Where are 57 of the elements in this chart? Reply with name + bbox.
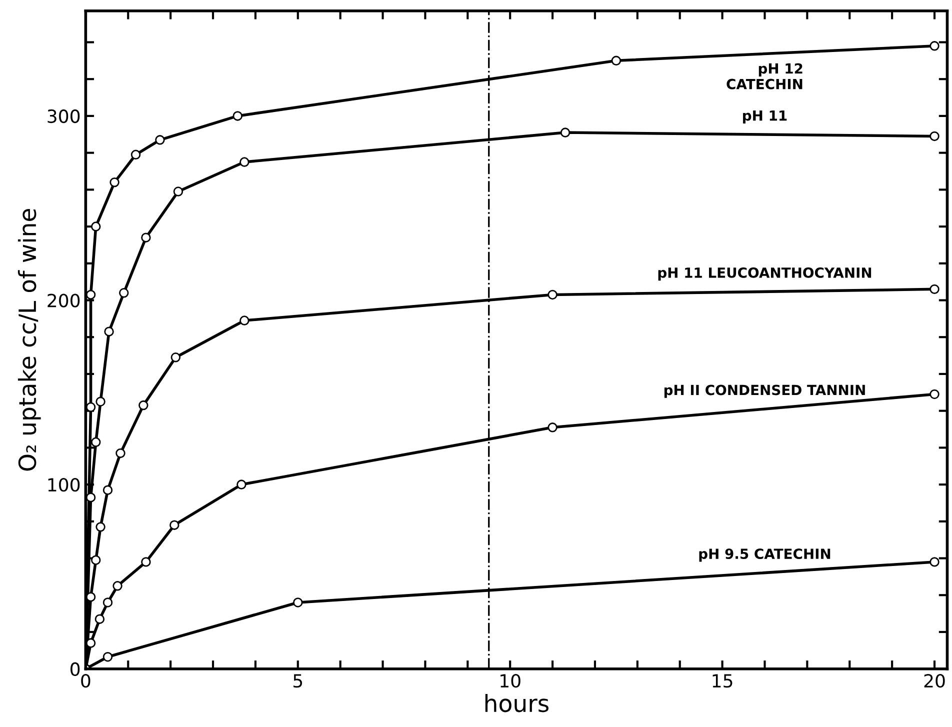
point: [91, 555, 101, 565]
y-tick-label: 0: [70, 662, 80, 676]
point: [86, 592, 96, 602]
x-tick-label: 0: [81, 674, 90, 688]
point: [141, 557, 151, 567]
point: [102, 652, 113, 662]
point: [96, 396, 106, 406]
point: [548, 290, 558, 300]
point: [116, 448, 126, 458]
point: [102, 485, 113, 495]
y-tick-label: 100: [48, 478, 80, 492]
point: [548, 422, 558, 432]
y-axis-title: O₂ uptake cc/L of wine: [18, 208, 41, 471]
point: [104, 326, 114, 336]
series-label: pH 11 LEUCOANTHOCYANIN: [658, 267, 872, 281]
point: [112, 581, 122, 591]
point: [86, 638, 96, 648]
point: [560, 128, 570, 138]
point: [110, 177, 120, 188]
x-tick-label: 20: [924, 674, 945, 688]
x-axis-title: hours: [485, 694, 548, 712]
point: [170, 520, 180, 530]
point: [94, 614, 105, 624]
point: [930, 557, 940, 567]
point: [240, 157, 250, 167]
point: [293, 598, 303, 608]
point: [155, 135, 165, 145]
x-tick-label: 15: [712, 674, 732, 688]
point: [236, 480, 246, 490]
point: [119, 288, 129, 298]
point: [173, 186, 184, 196]
point: [91, 437, 101, 448]
point: [930, 389, 940, 400]
point: [86, 402, 96, 412]
series-label: pH 11: [743, 110, 787, 124]
series-label: pH 12 CATECHIN: [726, 63, 802, 90]
point: [930, 131, 940, 142]
point: [86, 492, 96, 502]
point: [138, 400, 148, 410]
point: [240, 316, 250, 326]
point: [232, 111, 242, 121]
point: [611, 56, 622, 66]
point: [930, 41, 940, 51]
series-label: pH 9.5 CATECHIN: [699, 548, 830, 562]
x-tick-label: 5: [294, 674, 302, 688]
point: [96, 522, 106, 532]
x-tick-label: 10: [500, 674, 520, 688]
point: [102, 598, 113, 608]
point: [86, 290, 96, 300]
point: [141, 232, 151, 242]
point: [930, 284, 940, 294]
point: [91, 222, 101, 232]
point: [170, 352, 181, 362]
y-tick-label: 300: [48, 109, 80, 124]
point: [130, 150, 141, 160]
series-label: pH II CONDENSED TANNIN: [664, 384, 865, 398]
y-tick-label: 200: [48, 294, 80, 308]
